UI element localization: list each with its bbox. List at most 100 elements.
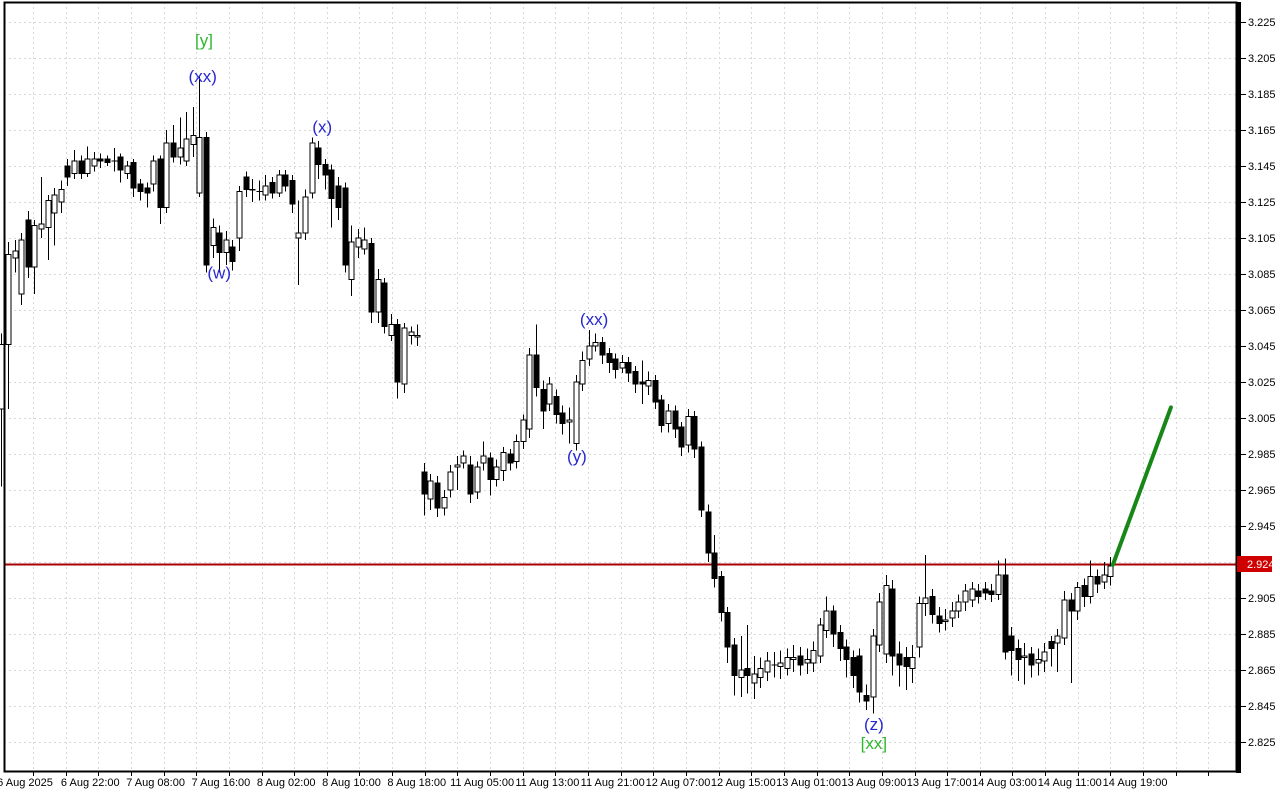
wave-label[interactable]: (xx)	[580, 310, 608, 329]
price-tick-label: 3.005	[1248, 413, 1276, 425]
time-tick-label: 14 Aug 11:00	[1038, 777, 1102, 789]
candle	[190, 106, 197, 158]
candle	[797, 646, 804, 676]
candle	[12, 240, 19, 273]
wave-label[interactable]: (xx)	[189, 67, 217, 86]
wave-label[interactable]: (z)	[864, 715, 884, 734]
price-tick-label: 3.145	[1248, 161, 1276, 173]
wave-label[interactable]: (w)	[207, 263, 231, 282]
candle	[335, 177, 342, 221]
candle	[163, 130, 170, 213]
candle	[625, 357, 632, 383]
candle	[619, 355, 626, 374]
price-tick-label: 2.865	[1248, 665, 1276, 677]
price-tick-label: 3.165	[1248, 125, 1276, 137]
price-tick-label: 2.985	[1248, 449, 1276, 461]
candles-series	[0, 76, 1114, 714]
candle	[388, 313, 395, 341]
candle	[5, 241, 12, 410]
candle	[414, 324, 421, 347]
candle	[982, 582, 989, 600]
time-axis[interactable]: 6 Aug 2025 6 Aug 22:00 7 Aug 08:00 7 Aug 16…	[0, 772, 1209, 789]
candle	[38, 177, 45, 239]
time-tick-label: 7 Aug 16:00	[192, 777, 251, 789]
candle	[1107, 556, 1114, 586]
candle	[262, 175, 269, 201]
candle	[447, 465, 454, 498]
candle	[738, 636, 745, 698]
projection-trendline[interactable]	[1110, 405, 1173, 567]
candle	[144, 182, 151, 208]
candle	[1094, 569, 1101, 593]
candle	[150, 155, 157, 192]
price-tick-label: 3.205	[1248, 53, 1276, 65]
candle	[559, 405, 566, 435]
wave-label[interactable]: [y]	[195, 31, 213, 50]
candle	[995, 560, 1002, 600]
candle	[117, 153, 124, 183]
candle	[1074, 582, 1081, 620]
candle	[493, 459, 500, 487]
candle	[553, 389, 560, 424]
candle	[1015, 639, 1022, 681]
candle	[1087, 560, 1094, 604]
wave-label[interactable]: (x)	[312, 118, 332, 137]
candle	[1008, 627, 1015, 676]
candle	[645, 371, 652, 395]
candle	[408, 326, 415, 345]
candle	[883, 574, 890, 663]
candle	[467, 456, 474, 503]
candle	[91, 151, 98, 172]
candle	[487, 452, 494, 496]
candle	[1028, 646, 1035, 678]
candle	[130, 159, 137, 197]
candle	[566, 407, 573, 444]
candle	[183, 112, 190, 167]
candle	[500, 447, 507, 482]
price-tick-label: 2.945	[1248, 521, 1276, 533]
candle	[124, 160, 131, 179]
candle	[348, 225, 355, 296]
candle	[309, 137, 316, 199]
candle	[876, 592, 883, 653]
candle	[203, 132, 210, 273]
candle	[724, 607, 731, 663]
candle	[711, 535, 718, 588]
candle	[579, 351, 586, 392]
candle	[949, 601, 956, 627]
candle	[652, 375, 659, 410]
candle	[685, 409, 692, 453]
candle	[1041, 643, 1048, 672]
time-tick-label: 12 Aug 07:00	[646, 777, 711, 789]
candle	[1002, 558, 1009, 660]
candle	[764, 652, 771, 681]
candle	[401, 322, 408, 393]
price-tick-label: 3.125	[1248, 197, 1276, 209]
candle	[896, 641, 903, 687]
candle	[817, 618, 824, 663]
price-tick-label: 3.065	[1248, 305, 1276, 317]
candle	[810, 641, 817, 672]
wave-label[interactable]: (y)	[567, 447, 587, 466]
time-tick-label: 11 Aug 05:00	[450, 777, 514, 789]
price-tick-label: 2.905	[1248, 593, 1276, 605]
candle	[691, 411, 698, 458]
time-tick-label: 7 Aug 08:00	[126, 777, 185, 789]
candle	[322, 159, 329, 190]
candle	[170, 124, 177, 163]
candle	[1061, 591, 1068, 645]
candle	[929, 589, 936, 624]
candle	[573, 375, 580, 451]
candle	[355, 229, 362, 258]
price-tick-label: 3.085	[1248, 269, 1276, 281]
candle	[223, 231, 230, 266]
candle	[78, 155, 85, 179]
price-axis[interactable]: 3.225 3.205 3.185 3.165 3.145 3.125 3.105 3.085…	[1241, 17, 1276, 749]
candle	[177, 117, 184, 165]
candle	[210, 218, 217, 258]
candle	[592, 333, 599, 352]
wave-label[interactable]: [xx]	[861, 734, 887, 753]
price-tick-label: 3.045	[1248, 341, 1276, 353]
candle	[256, 180, 263, 201]
